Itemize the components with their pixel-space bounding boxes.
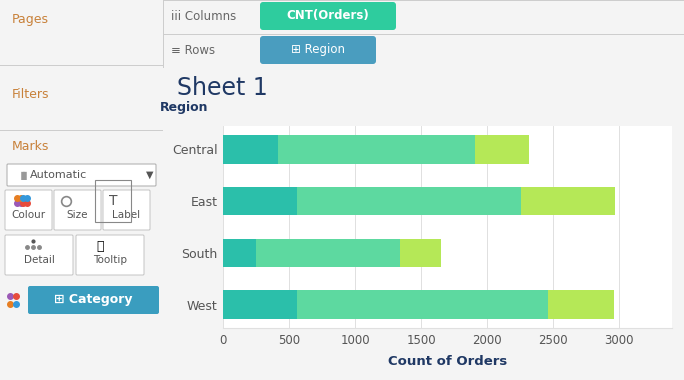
- FancyBboxPatch shape: [76, 235, 144, 275]
- Text: Tooltip: Tooltip: [93, 255, 127, 265]
- FancyBboxPatch shape: [260, 36, 376, 64]
- FancyBboxPatch shape: [260, 2, 396, 30]
- Bar: [400, 239, 441, 267]
- Text: CNT(Orders): CNT(Orders): [287, 10, 369, 22]
- Bar: [475, 135, 529, 164]
- Bar: [223, 135, 278, 164]
- FancyBboxPatch shape: [54, 190, 101, 230]
- FancyBboxPatch shape: [5, 190, 52, 230]
- Text: Label: Label: [112, 210, 141, 220]
- Text: 💬: 💬: [96, 239, 104, 252]
- Text: ⊞ Region: ⊞ Region: [291, 43, 345, 57]
- Bar: [297, 290, 548, 319]
- Text: ≡ Rows: ≡ Rows: [171, 44, 215, 57]
- FancyBboxPatch shape: [103, 190, 150, 230]
- Text: ▐▌: ▐▌: [18, 171, 31, 179]
- Bar: [521, 187, 615, 215]
- Text: Pages: Pages: [12, 14, 49, 27]
- Text: T: T: [109, 194, 117, 208]
- Text: Region: Region: [160, 101, 209, 114]
- FancyBboxPatch shape: [28, 286, 159, 314]
- Bar: [297, 187, 521, 215]
- Bar: [223, 290, 297, 319]
- Text: Automatic: Automatic: [30, 170, 88, 180]
- Bar: [223, 187, 297, 215]
- Text: Size: Size: [67, 210, 88, 220]
- Bar: [278, 135, 475, 164]
- X-axis label: Count of Orders: Count of Orders: [388, 355, 507, 368]
- Text: Sheet 1: Sheet 1: [177, 76, 267, 100]
- Text: Detail: Detail: [23, 255, 55, 265]
- Bar: [256, 239, 400, 267]
- Bar: [548, 290, 614, 319]
- FancyBboxPatch shape: [5, 235, 73, 275]
- Text: Colour: Colour: [12, 210, 46, 220]
- Text: Marks: Marks: [12, 141, 49, 154]
- Text: iii Columns: iii Columns: [171, 11, 236, 24]
- FancyBboxPatch shape: [7, 164, 156, 186]
- Text: Filters: Filters: [12, 89, 49, 101]
- Bar: [223, 239, 256, 267]
- Text: ⊞ Category: ⊞ Category: [54, 293, 133, 307]
- Text: ▼: ▼: [146, 170, 153, 180]
